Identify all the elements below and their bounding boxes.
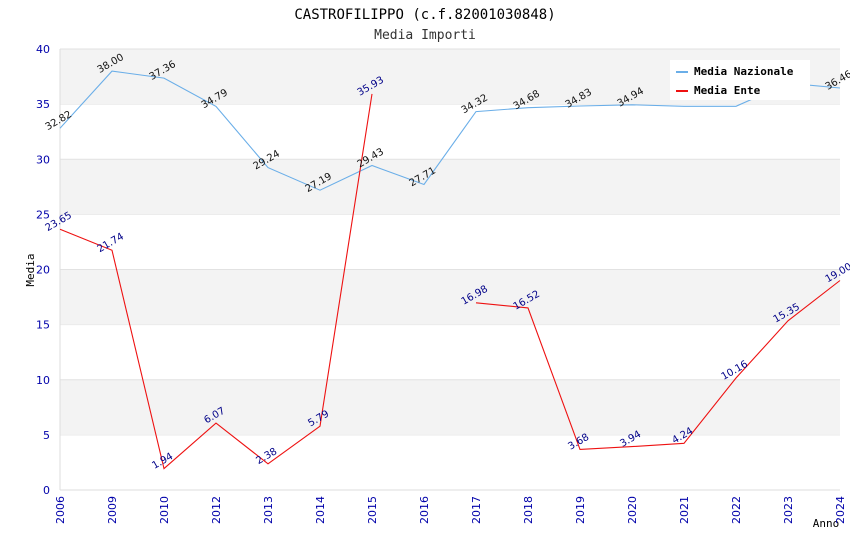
x-axis-label: Anno: [813, 517, 840, 530]
x-tick-label: 2015: [366, 496, 379, 524]
legend-box: [670, 60, 810, 100]
x-tick-label: 2018: [522, 496, 535, 524]
y-tick-label: 25: [36, 208, 50, 221]
y-tick-label: 10: [36, 374, 50, 387]
chart-subtitle: Media Importi: [374, 28, 476, 43]
x-tick-label: 2016: [418, 496, 431, 524]
x-tick-label: 2010: [158, 496, 171, 524]
x-tick-label: 2021: [678, 496, 691, 524]
grid-band: [60, 159, 840, 215]
x-axis-ticks: 2006 2009 2010 2012 2013 2014 2015 2016 2017 2018…: [54, 496, 847, 524]
x-tick-label: 2022: [730, 496, 743, 524]
y-axis-label: Media: [24, 253, 37, 286]
grid-band: [60, 379, 840, 435]
grid-band: [60, 269, 840, 325]
x-tick-label: 2020: [626, 496, 639, 524]
chart-title: CASTROFILIPPO (c.f.82001030848): [294, 7, 555, 23]
legend: Media Nazionale Media Ente: [670, 60, 810, 100]
x-tick-label: 2014: [314, 496, 327, 524]
x-tick-label: 2023: [782, 496, 795, 524]
x-tick-label: 2019: [574, 496, 587, 524]
legend-label-ente: Media Ente: [694, 84, 761, 97]
y-tick-label: 0: [43, 484, 50, 497]
y-axis-ticks: 0 5 10 15 20 25 30 35 40: [36, 43, 50, 497]
y-tick-label: 15: [36, 319, 50, 332]
x-tick-label: 2017: [470, 496, 483, 524]
legend-label-nazionale: Media Nazionale: [694, 65, 794, 78]
y-tick-label: 40: [36, 43, 50, 56]
grid-bands: [59, 48, 840, 491]
series-line-nazionale: [59, 70, 841, 191]
y-tick-label: 30: [36, 153, 50, 166]
x-tick-label: 2012: [210, 496, 223, 524]
x-tick-label: 2013: [262, 496, 275, 524]
y-tick-label: 5: [43, 429, 50, 442]
y-tick-label: 20: [36, 264, 50, 277]
x-tick-label: 2024: [834, 496, 847, 524]
series-line-ente: [59, 93, 841, 470]
y-tick-label: 35: [36, 98, 50, 111]
x-tick-label: 2009: [106, 496, 119, 524]
series-lines: [59, 70, 841, 470]
x-tick-label: 2006: [54, 496, 67, 524]
